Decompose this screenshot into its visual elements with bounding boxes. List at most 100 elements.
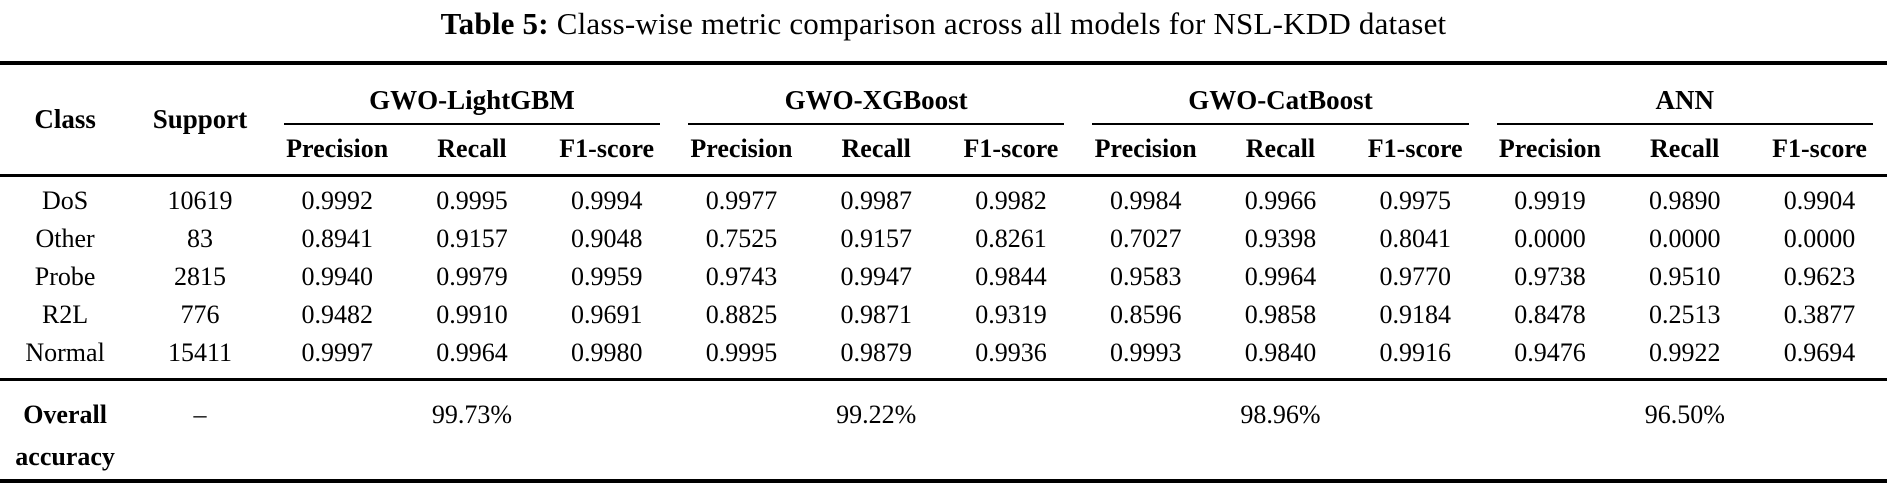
metric-value-cell: 0.9770	[1379, 261, 1451, 291]
col-header-f1-score: F1-score	[539, 125, 675, 177]
metric-value-cell: 0.9910	[436, 299, 508, 329]
metric-value-cell: 0.2513	[1648, 299, 1721, 329]
metric-value-cell: 0.9979	[436, 261, 508, 291]
table-caption-text: Class-wise metric comparison across all …	[556, 6, 1447, 41]
col-header-precision: Precision	[674, 125, 809, 177]
metric-value-cell: 0.9743	[705, 261, 778, 291]
metric-value-cell: 0.9858	[1244, 299, 1317, 329]
metric-value-cell: 0.9398	[1244, 223, 1317, 253]
overall-accuracy-ann: 96.50%	[1482, 377, 1887, 483]
metric-value-cell: 0.3877	[1783, 299, 1856, 329]
metric-value-cell: 0.9048	[570, 223, 643, 253]
metric-value-cell: 0.9980	[570, 337, 643, 367]
metric-value-cell: 0.9997	[301, 337, 373, 367]
support-cell: 10619	[167, 185, 233, 215]
metric-value-cell: 0.9992	[301, 185, 373, 215]
metric-value-cell: 0.8261	[975, 223, 1047, 253]
metric-header-row: Precision Recall F1-score Precision Reca…	[0, 125, 1887, 177]
table-row: R2L 776 0.9482 0.9910 0.9691 0.8825 0.9871 0.93…	[0, 296, 1887, 334]
table-row: DoS 10619 0.9992 0.9995 0.9994 0.9977 0.9987 0.…	[0, 175, 1887, 220]
col-group-gwo-lightgbm: GWO-LightGBM	[269, 61, 675, 125]
support-cell: 2815	[174, 261, 226, 291]
support-cell: 15411	[167, 337, 233, 367]
overall-accuracy-label: Overall accuracy	[0, 377, 131, 483]
col-header-precision: Precision	[269, 125, 405, 177]
metric-value-cell: 0.9987	[840, 185, 912, 215]
col-header-recall: Recall	[1213, 125, 1348, 177]
col-group-gwo-catboost: GWO-CatBoost	[1078, 61, 1483, 125]
metric-value-cell: 0.9623	[1783, 261, 1856, 291]
metric-value-cell: 0.9947	[840, 261, 912, 291]
metric-value-cell: 0.9157	[840, 223, 912, 253]
metric-value-cell: 0.9583	[1109, 261, 1182, 291]
class-cell: Normal	[25, 337, 105, 367]
col-header-class: Class	[0, 61, 131, 177]
metric-value-cell: 0.9964	[1244, 261, 1317, 291]
table-row: Normal 15411 0.9997 0.9964 0.9980 0.9995 0.987…	[0, 334, 1887, 380]
col-header-support: Support	[130, 61, 270, 177]
model-header-row: Class Support GWO-LightGBM GWO-XGBoost G…	[0, 61, 1887, 177]
metric-value-cell: 0.9940	[301, 261, 373, 291]
metric-value-cell: 0.9993	[1109, 337, 1182, 367]
metric-value-cell: 0.0000	[1783, 223, 1856, 253]
overall-accuracy-row: Overall accuracy – 99.73% 99.22% 98.96% …	[0, 377, 1887, 483]
metric-value-cell: 0.7027	[1109, 223, 1182, 253]
class-cell: Other	[35, 223, 95, 253]
support-cell: 776	[180, 299, 220, 329]
col-group-ann: ANN	[1482, 61, 1887, 125]
metric-value-cell: 0.9984	[1109, 185, 1182, 215]
metric-value-cell: 0.9995	[436, 185, 508, 215]
metric-value-cell: 0.9319	[975, 299, 1047, 329]
metric-value-cell: 0.9691	[570, 299, 643, 329]
overall-accuracy-gwo-lightgbm: 99.73%	[269, 377, 675, 483]
metric-value-cell: 0.9879	[840, 337, 912, 367]
metric-value-cell: 0.9982	[975, 185, 1047, 215]
metric-value-cell: 0.9184	[1379, 299, 1451, 329]
metric-value-cell: 0.9510	[1648, 261, 1721, 291]
col-header-precision: Precision	[1078, 125, 1214, 177]
metric-value-cell: 0.9994	[570, 185, 643, 215]
metric-value-cell: 0.7525	[705, 223, 778, 253]
overall-accuracy-gwo-catboost: 98.96%	[1078, 377, 1483, 483]
metric-value-cell: 0.9916	[1379, 337, 1451, 367]
col-header-recall: Recall	[1617, 125, 1753, 177]
metric-value-cell: 0.8596	[1109, 299, 1182, 329]
metric-value-cell: 0.9977	[705, 185, 778, 215]
metric-value-cell: 0.8478	[1514, 299, 1586, 329]
metric-value-cell: 0.0000	[1648, 223, 1721, 253]
model-name-ann: ANN	[1496, 85, 1873, 125]
table-body: DoS 10619 0.9992 0.9995 0.9994 0.9977 0.9987 0.…	[0, 175, 1887, 379]
class-cell: R2L	[41, 299, 89, 329]
metric-value-cell: 0.9936	[975, 337, 1047, 367]
metric-value-cell: 0.9694	[1783, 337, 1856, 367]
col-header-recall: Recall	[808, 125, 944, 177]
metric-value-cell: 0.8825	[705, 299, 778, 329]
class-cell: DoS	[41, 185, 89, 215]
col-header-recall: Recall	[404, 125, 540, 177]
metric-value-cell: 0.9476	[1514, 337, 1586, 367]
col-header-f1-score: F1-score	[1752, 125, 1887, 177]
support-cell: 83	[187, 223, 213, 253]
col-group-gwo-xgboost: GWO-XGBoost	[674, 61, 1079, 125]
table-caption: Table 5: Class-wise metric comparison ac…	[0, 0, 1887, 61]
table-row: Probe 2815 0.9940 0.9979 0.9959 0.9743 0.9947 0…	[0, 258, 1887, 296]
model-name-gwo-lightgbm: GWO-LightGBM	[283, 85, 661, 125]
metric-value-cell: 0.9871	[840, 299, 912, 329]
metric-value-cell: 0.9964	[436, 337, 508, 367]
overall-accuracy-gwo-xgboost: 99.22%	[674, 377, 1079, 483]
metric-value-cell: 0.9738	[1514, 261, 1586, 291]
table-row: Other 83 0.8941 0.9157 0.9048 0.7525 0.9157 0.8…	[0, 220, 1887, 258]
overall-support-dash: –	[130, 377, 270, 483]
metric-value-cell: 0.8941	[301, 223, 373, 253]
model-name-gwo-xgboost: GWO-XGBoost	[688, 85, 1065, 125]
col-header-f1-score: F1-score	[1347, 125, 1483, 177]
metric-value-cell: 0.9904	[1783, 185, 1856, 215]
metric-value-cell: 0.9975	[1379, 185, 1451, 215]
metric-value-cell: 0.9844	[975, 261, 1047, 291]
metric-value-cell: 0.9922	[1648, 337, 1721, 367]
col-header-f1-score: F1-score	[943, 125, 1079, 177]
metric-value-cell: 0.0000	[1514, 223, 1586, 253]
model-name-gwo-catboost: GWO-CatBoost	[1092, 85, 1469, 125]
metric-value-cell: 0.9482	[301, 299, 373, 329]
